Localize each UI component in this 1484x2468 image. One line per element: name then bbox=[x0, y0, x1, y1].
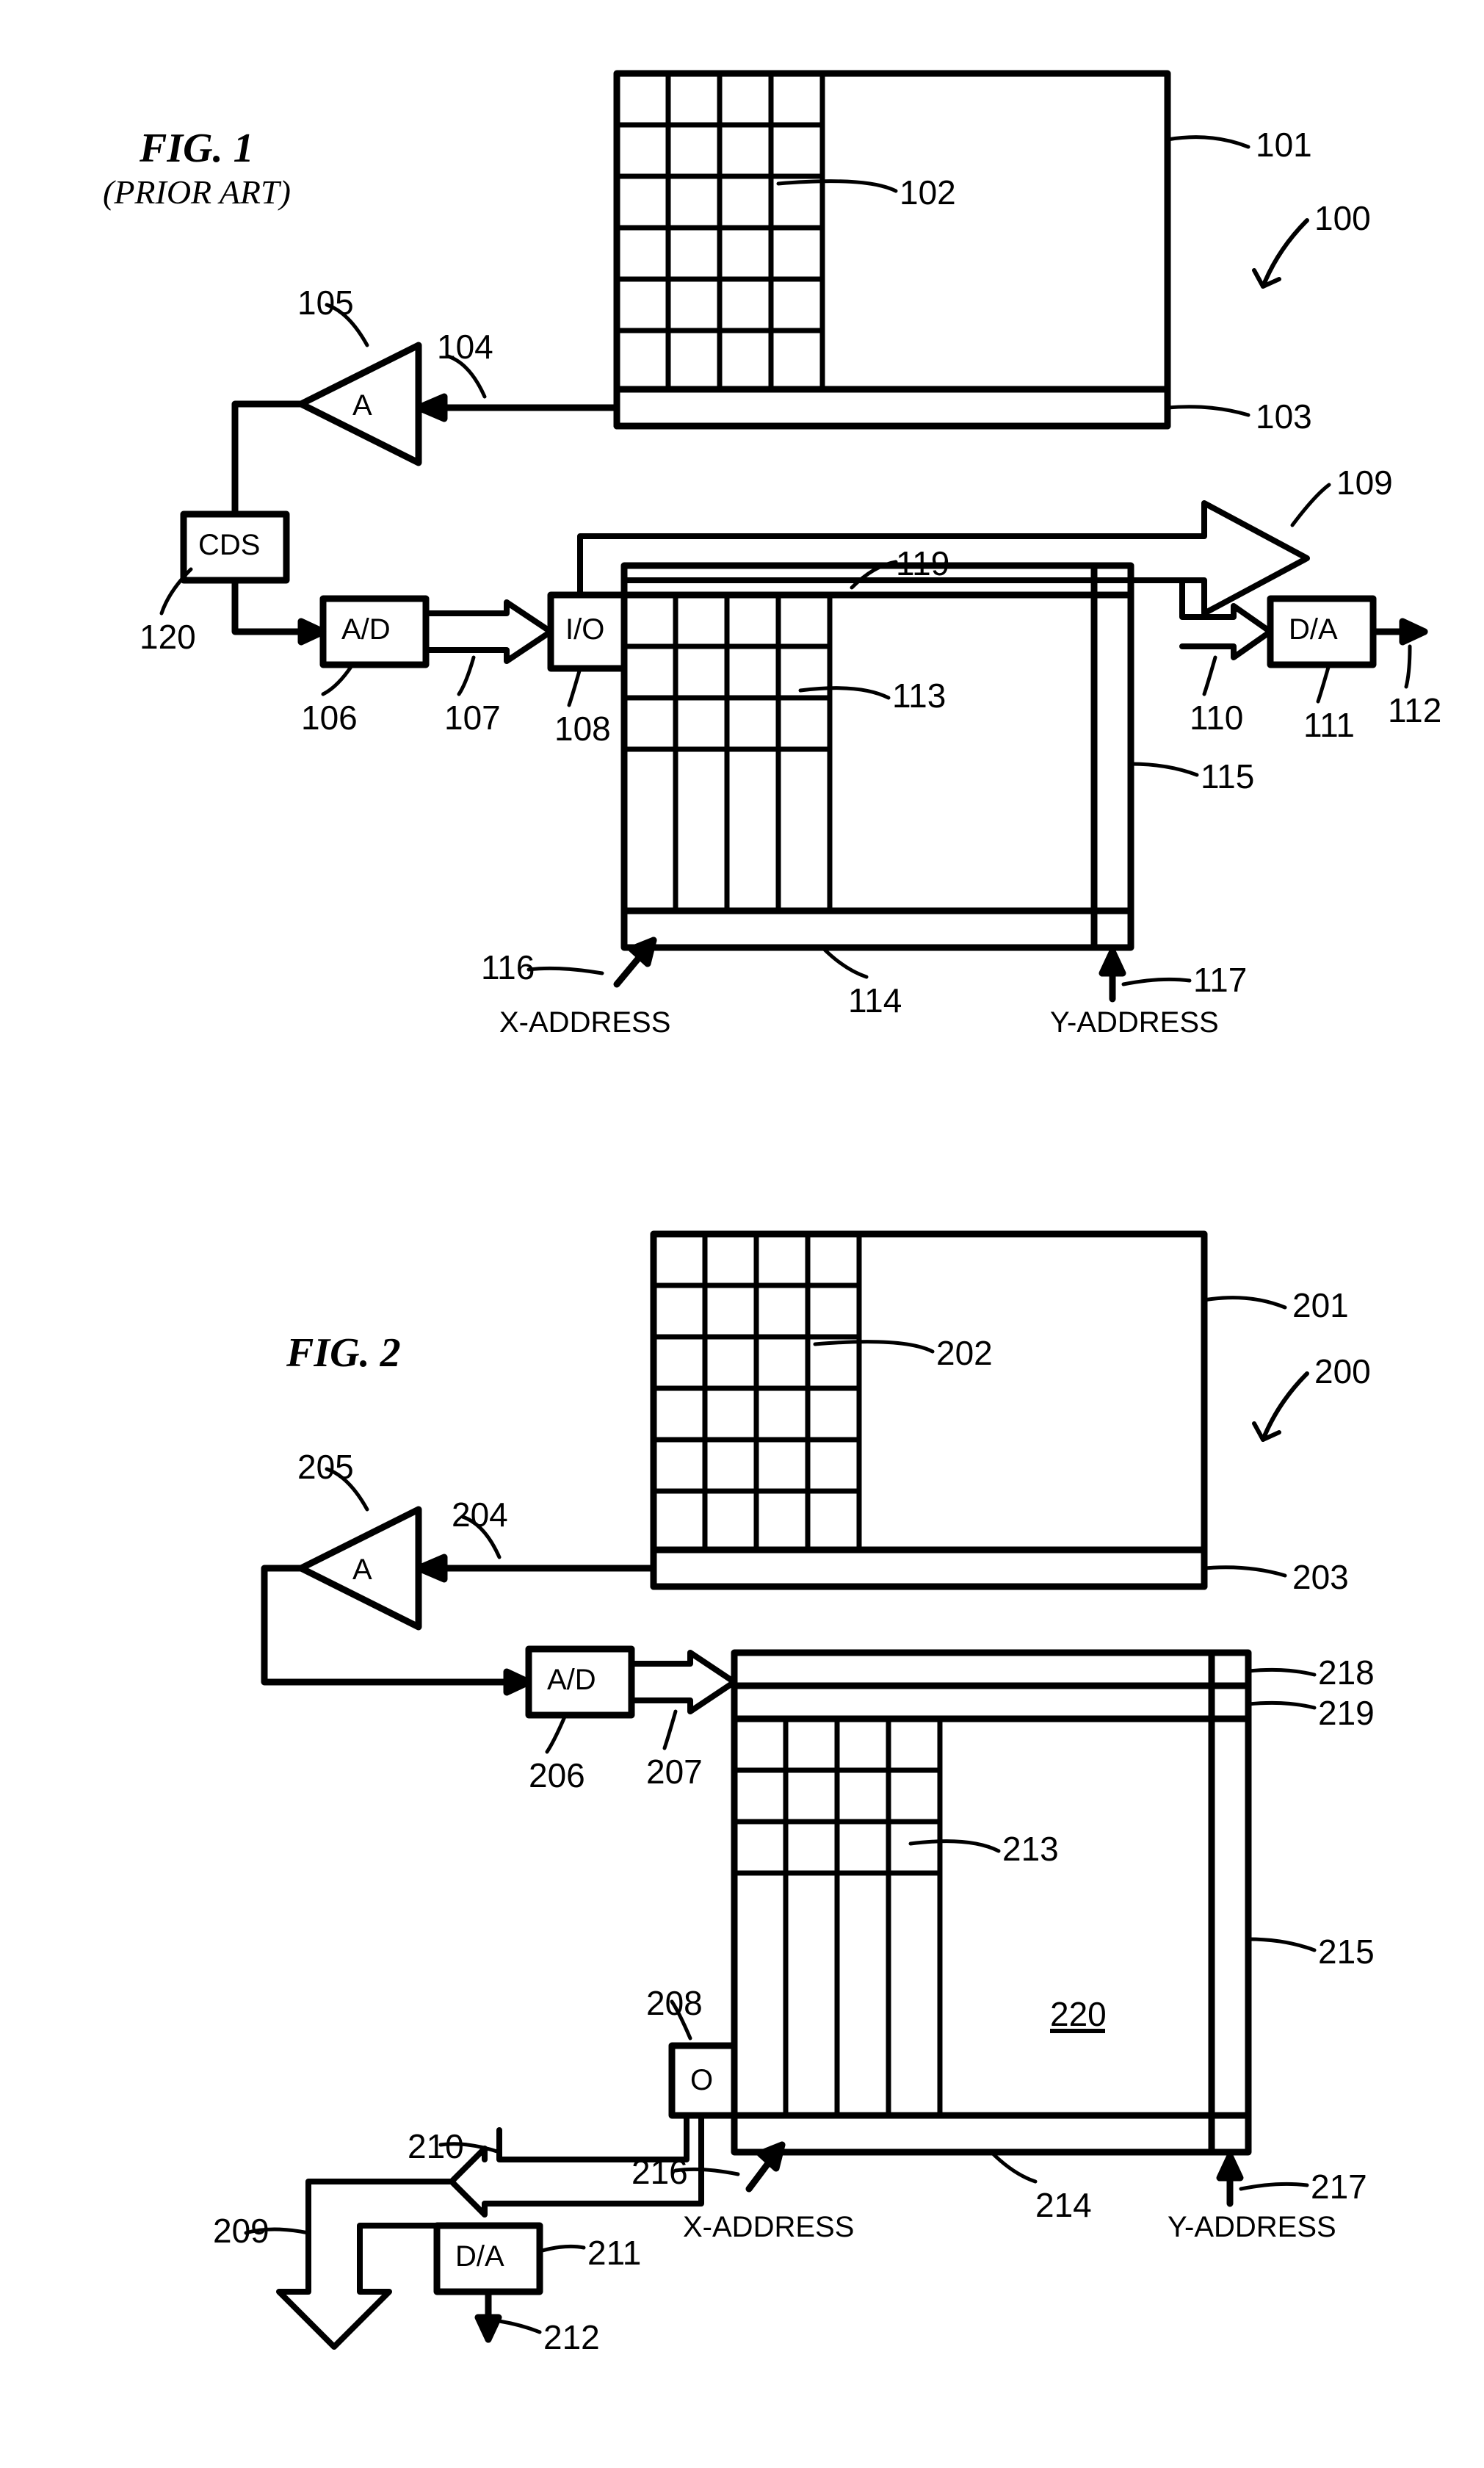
ref-115: 115 bbox=[1201, 757, 1254, 796]
ref-208: 208 bbox=[646, 1983, 703, 2023]
amp-label-2: A bbox=[352, 1554, 372, 1587]
ref-203: 203 bbox=[1292, 1557, 1349, 1597]
ref-214: 214 bbox=[1035, 2185, 1092, 2225]
ref-209: 209 bbox=[213, 2211, 269, 2251]
ref-220: 220 bbox=[1050, 1994, 1107, 2034]
ref-104: 104 bbox=[437, 327, 493, 367]
ref-119: 119 bbox=[896, 544, 949, 583]
yaddr-1: Y-ADDRESS bbox=[1050, 1006, 1219, 1039]
ref-103: 103 bbox=[1256, 397, 1312, 436]
ref-219: 219 bbox=[1318, 1693, 1375, 1733]
ref-215: 215 bbox=[1318, 1932, 1375, 1971]
ref-111: 111 bbox=[1303, 705, 1355, 745]
ref-113: 113 bbox=[892, 676, 946, 715]
ref-110: 110 bbox=[1190, 698, 1243, 737]
ref-105: 105 bbox=[297, 283, 354, 322]
ref-120: 120 bbox=[140, 617, 196, 657]
ref-211: 211 bbox=[587, 2233, 641, 2273]
ref-108: 108 bbox=[554, 709, 611, 748]
ad-label-2: A/D bbox=[547, 1664, 596, 1697]
ref-114: 114 bbox=[848, 981, 902, 1020]
fig2-diagram bbox=[44, 1205, 1439, 2350]
da-label-2: D/A bbox=[455, 2240, 504, 2273]
cds-label: CDS bbox=[198, 529, 260, 562]
xaddr-1: X-ADDRESS bbox=[499, 1006, 670, 1039]
ref-204: 204 bbox=[452, 1495, 508, 1534]
ref-102: 102 bbox=[900, 173, 956, 212]
ref-216: 216 bbox=[631, 2152, 688, 2192]
io-label: I/O bbox=[565, 613, 604, 646]
ref-217: 217 bbox=[1311, 2167, 1367, 2207]
fig1-diagram bbox=[44, 29, 1439, 1116]
ref-213: 213 bbox=[1002, 1829, 1059, 1869]
ref-106: 106 bbox=[301, 698, 358, 737]
ref-207: 207 bbox=[646, 1752, 703, 1792]
da-label-1: D/A bbox=[1289, 613, 1338, 646]
ref-206: 206 bbox=[529, 1756, 585, 1795]
ref-117: 117 bbox=[1193, 960, 1247, 1000]
ad-label-1: A/D bbox=[341, 613, 391, 646]
o-label: O bbox=[690, 2064, 713, 2097]
ref-205: 205 bbox=[297, 1447, 354, 1487]
ref-101: 101 bbox=[1256, 125, 1312, 165]
yaddr-2: Y-ADDRESS bbox=[1168, 2211, 1336, 2244]
figure-1: FIG. 1 (PRIOR ART) 100 bbox=[44, 29, 1440, 1116]
ref-107: 107 bbox=[444, 698, 501, 737]
ref-109: 109 bbox=[1336, 463, 1393, 502]
ref-112: 112 bbox=[1388, 690, 1441, 730]
figure-2: FIG. 2 200 bbox=[44, 1205, 1440, 2350]
ref-116: 116 bbox=[481, 948, 535, 987]
page: FIG. 1 (PRIOR ART) 100 bbox=[44, 29, 1440, 2350]
ref-210: 210 bbox=[408, 2126, 464, 2166]
xaddr-2: X-ADDRESS bbox=[683, 2211, 854, 2244]
ref-218: 218 bbox=[1318, 1653, 1375, 1692]
ref-202: 202 bbox=[936, 1333, 993, 1373]
ref-201: 201 bbox=[1292, 1285, 1349, 1325]
amp-label-1: A bbox=[352, 389, 372, 422]
